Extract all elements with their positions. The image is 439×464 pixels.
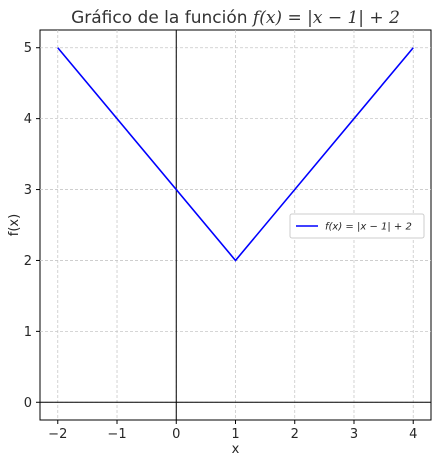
x-axis-label: x (232, 442, 240, 457)
x-tick-label-6: 4 (409, 427, 417, 442)
zero-axes (40, 30, 431, 420)
legend: f(x) = |x − 1| + 2 (289, 213, 425, 239)
legend-box (289, 213, 425, 239)
x-tick-label-4: 2 (291, 427, 299, 442)
y-tick-label-5: 5 (24, 41, 32, 56)
x-tick-label-5: 3 (350, 427, 358, 442)
x-tick-label-0: −2 (48, 427, 67, 442)
x-tick-label-1: −1 (107, 427, 126, 442)
series-line-0 (57, 47, 414, 262)
ticks: −2 −1 0 1 2 3 4 0 1 2 3 4 5 (24, 41, 418, 442)
y-tick-label-3: 3 (24, 183, 32, 198)
y-axis-label: f(x) (7, 214, 22, 236)
chart-title-prefix: Gráfico de la función (71, 8, 253, 28)
y-tick-label-1: 1 (24, 325, 32, 340)
y-tick-label-4: 4 (24, 112, 32, 127)
chart-title-formula: f(x) = |x − 1| + 2 (251, 8, 400, 28)
x-tick-label-3: 1 (231, 427, 239, 442)
series-layer (57, 47, 414, 262)
legend-entry-label: f(x) = |x − 1| + 2 (325, 222, 412, 233)
y-tick-label-0: 0 (24, 396, 32, 411)
x-tick-label-2: 0 (172, 427, 180, 442)
chart-title: Gráfico de la función f(x) = |x − 1| + 2 (71, 8, 400, 28)
y-tick-label-2: 2 (24, 254, 32, 269)
